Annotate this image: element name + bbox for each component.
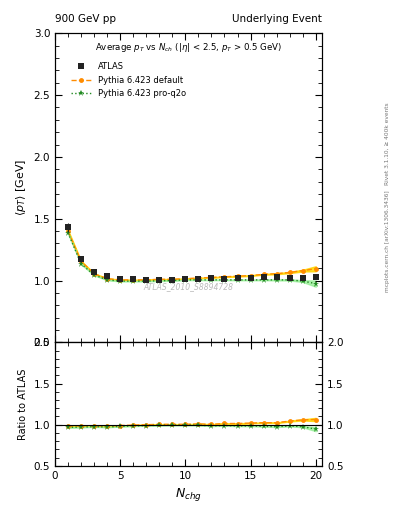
Text: Rivet 3.1.10, ≥ 400k events: Rivet 3.1.10, ≥ 400k events bbox=[385, 102, 389, 185]
Text: ATLAS_2010_S8894728: ATLAS_2010_S8894728 bbox=[143, 282, 234, 291]
Text: Underlying Event: Underlying Event bbox=[232, 14, 322, 24]
Y-axis label: Ratio to ATLAS: Ratio to ATLAS bbox=[18, 369, 28, 440]
Text: mcplots.cern.ch [arXiv:1306.3436]: mcplots.cern.ch [arXiv:1306.3436] bbox=[385, 190, 389, 291]
Legend: ATLAS, Pythia 6.423 default, Pythia 6.423 pro-q2o: ATLAS, Pythia 6.423 default, Pythia 6.42… bbox=[67, 59, 189, 101]
Y-axis label: $\langle p_T \rangle$ [GeV]: $\langle p_T \rangle$ [GeV] bbox=[14, 159, 28, 217]
Text: Average $p_T$ vs $N_{ch}$ ($|\eta|$ < 2.5, $p_T$ > 0.5 GeV): Average $p_T$ vs $N_{ch}$ ($|\eta|$ < 2.… bbox=[95, 41, 282, 54]
X-axis label: $N_{chg}$: $N_{chg}$ bbox=[175, 486, 202, 503]
Text: 900 GeV pp: 900 GeV pp bbox=[55, 14, 116, 24]
